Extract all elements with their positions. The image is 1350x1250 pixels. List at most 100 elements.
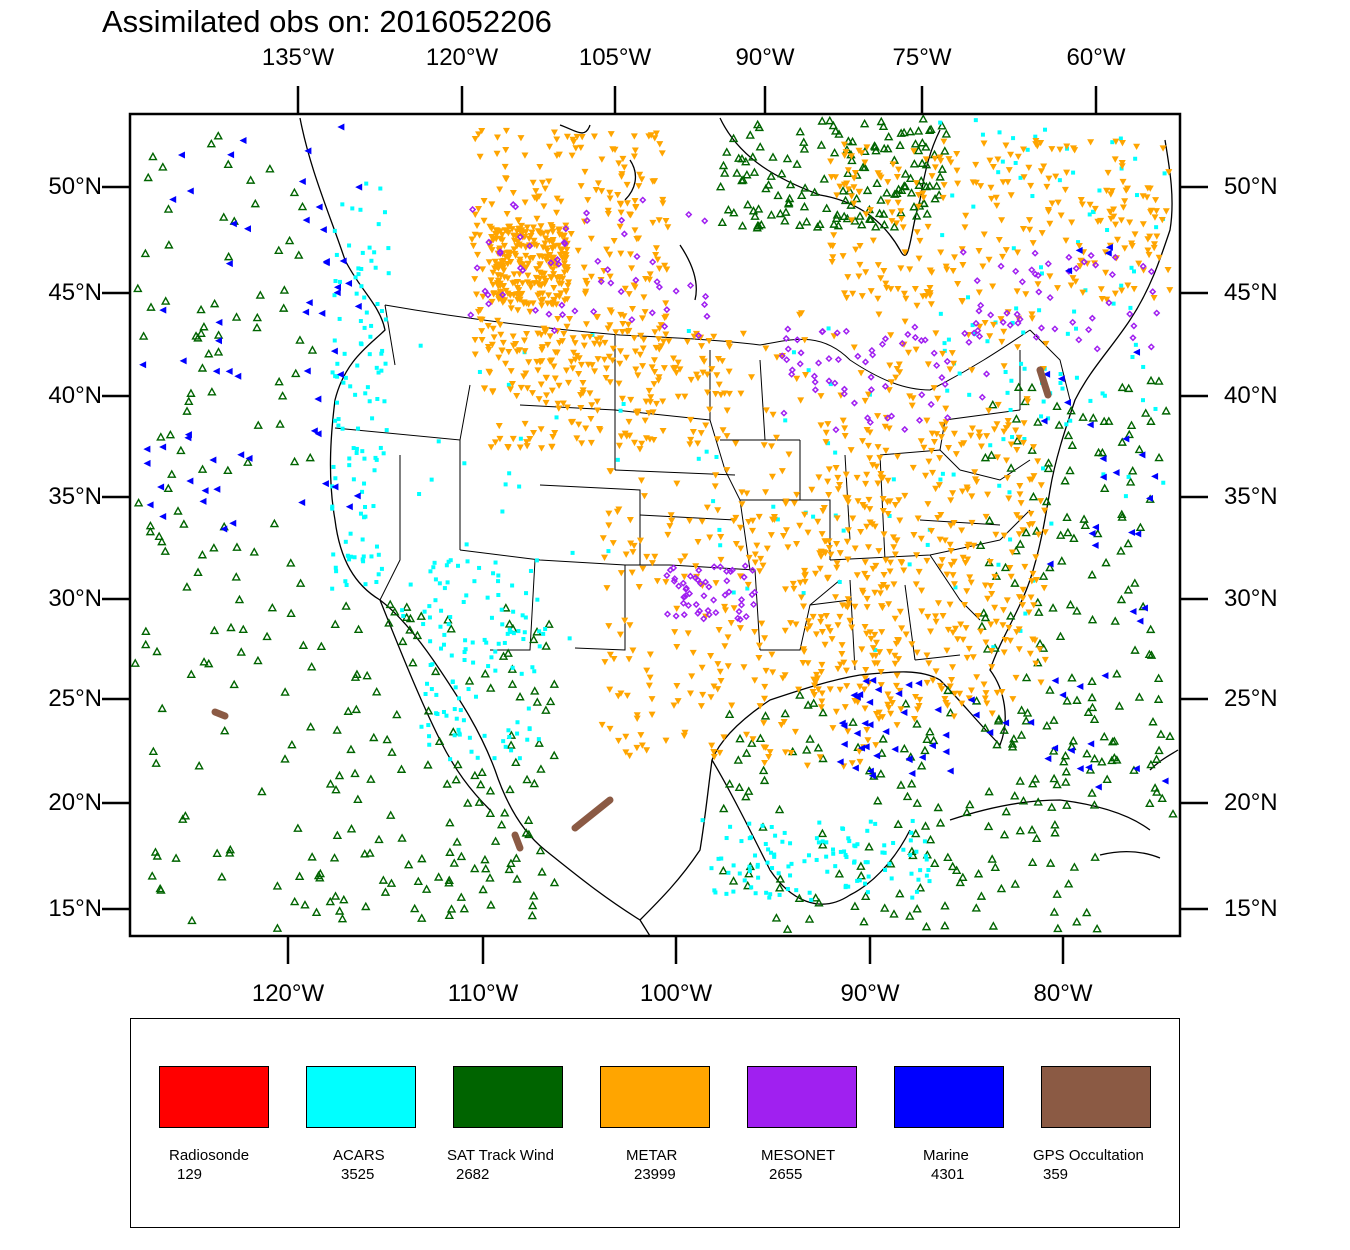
sat-marker bbox=[446, 904, 457, 913]
metar-marker bbox=[797, 594, 805, 601]
metar-marker bbox=[982, 513, 990, 521]
metar-marker bbox=[844, 556, 852, 563]
sat-marker bbox=[225, 844, 235, 854]
sat-marker bbox=[780, 216, 790, 225]
metar-marker bbox=[630, 542, 638, 550]
acars-marker bbox=[359, 342, 364, 347]
metar-marker bbox=[553, 136, 561, 143]
sat-marker bbox=[809, 187, 820, 196]
metar-marker bbox=[888, 209, 896, 216]
marine-marker bbox=[333, 289, 341, 297]
metar-marker bbox=[772, 434, 780, 441]
acars-marker bbox=[463, 638, 468, 643]
marine-marker bbox=[1133, 348, 1141, 356]
metar-marker bbox=[1009, 696, 1017, 703]
metar-marker bbox=[479, 266, 487, 273]
metar-marker bbox=[1091, 205, 1099, 213]
marine-marker bbox=[298, 177, 306, 185]
metar-marker bbox=[789, 580, 797, 588]
acars-marker bbox=[1100, 391, 1105, 396]
metar-marker bbox=[941, 537, 949, 544]
metar-marker bbox=[884, 199, 892, 206]
legend-item-acars: ACARS 3525 bbox=[278, 1019, 428, 1229]
metar-marker bbox=[1006, 637, 1014, 645]
acars-marker bbox=[726, 870, 731, 875]
acars-marker bbox=[1011, 136, 1016, 141]
metar-marker bbox=[851, 660, 859, 667]
acars-marker bbox=[910, 895, 915, 900]
metar-marker bbox=[632, 204, 640, 212]
metar-marker bbox=[778, 468, 786, 475]
mesonet-marker bbox=[1069, 318, 1077, 326]
metar-marker bbox=[1038, 230, 1046, 237]
metar-marker bbox=[528, 229, 536, 236]
metar-marker bbox=[812, 570, 820, 578]
metar-marker bbox=[866, 207, 874, 214]
acars-marker bbox=[817, 820, 822, 825]
marine-marker bbox=[220, 525, 228, 533]
sat-marker bbox=[196, 328, 206, 338]
sat-marker bbox=[141, 626, 151, 636]
marine-marker bbox=[1132, 765, 1140, 773]
sat-marker bbox=[1041, 496, 1052, 506]
marine-marker bbox=[1086, 421, 1094, 429]
sat-marker bbox=[346, 744, 356, 754]
acars-marker bbox=[433, 577, 438, 582]
metar-marker bbox=[1071, 147, 1079, 154]
metar-marker bbox=[526, 308, 534, 316]
sat-marker bbox=[860, 891, 871, 901]
marine-marker bbox=[157, 483, 165, 491]
metar-marker bbox=[866, 429, 874, 436]
acars-marker bbox=[1065, 331, 1070, 336]
metar-marker bbox=[684, 630, 692, 637]
sat-marker bbox=[774, 804, 785, 814]
metar-marker bbox=[667, 512, 675, 519]
legend-swatch bbox=[747, 1066, 857, 1128]
acars-marker bbox=[436, 439, 441, 444]
sat-marker bbox=[1011, 414, 1022, 423]
metar-marker bbox=[655, 377, 663, 384]
metar-marker bbox=[505, 348, 513, 356]
metar-marker bbox=[1019, 226, 1027, 233]
metar-marker bbox=[1028, 311, 1036, 318]
metar-marker bbox=[721, 643, 729, 650]
metar-marker bbox=[884, 701, 892, 709]
metar-marker bbox=[963, 654, 971, 662]
sat-marker bbox=[164, 240, 174, 249]
acars-marker bbox=[541, 631, 546, 636]
marine-marker bbox=[1128, 528, 1136, 536]
metar-marker bbox=[1139, 221, 1147, 228]
mesonet-marker bbox=[831, 379, 839, 387]
metar-marker bbox=[999, 622, 1007, 629]
metar-marker bbox=[618, 328, 626, 336]
sat-marker bbox=[815, 219, 825, 228]
metar-marker bbox=[491, 230, 499, 238]
metar-marker bbox=[1037, 168, 1045, 175]
metar-marker bbox=[853, 474, 861, 482]
sat-marker bbox=[416, 611, 426, 620]
sat-marker bbox=[325, 779, 336, 788]
sat-marker bbox=[138, 331, 149, 340]
metar-marker bbox=[958, 527, 966, 534]
sat-marker bbox=[766, 171, 776, 180]
acars-marker bbox=[470, 640, 475, 645]
mesonet-marker bbox=[562, 225, 570, 233]
acars-marker bbox=[991, 645, 996, 650]
sat-marker bbox=[402, 602, 412, 611]
metar-marker bbox=[694, 539, 702, 546]
metar-marker bbox=[887, 286, 895, 293]
metar-marker bbox=[984, 491, 992, 498]
sat-marker bbox=[829, 147, 840, 157]
marine-marker bbox=[298, 498, 306, 506]
acars-marker bbox=[814, 836, 819, 841]
marine-marker bbox=[1091, 541, 1099, 549]
mesonet-marker bbox=[705, 611, 713, 619]
sat-marker bbox=[768, 152, 778, 161]
mesonet-marker bbox=[558, 301, 566, 309]
metar-marker bbox=[532, 188, 540, 195]
metar-marker bbox=[1026, 650, 1034, 657]
acars-marker bbox=[334, 400, 339, 405]
acars-marker bbox=[923, 854, 928, 859]
metar-marker bbox=[933, 431, 941, 438]
sat-marker bbox=[515, 692, 525, 701]
